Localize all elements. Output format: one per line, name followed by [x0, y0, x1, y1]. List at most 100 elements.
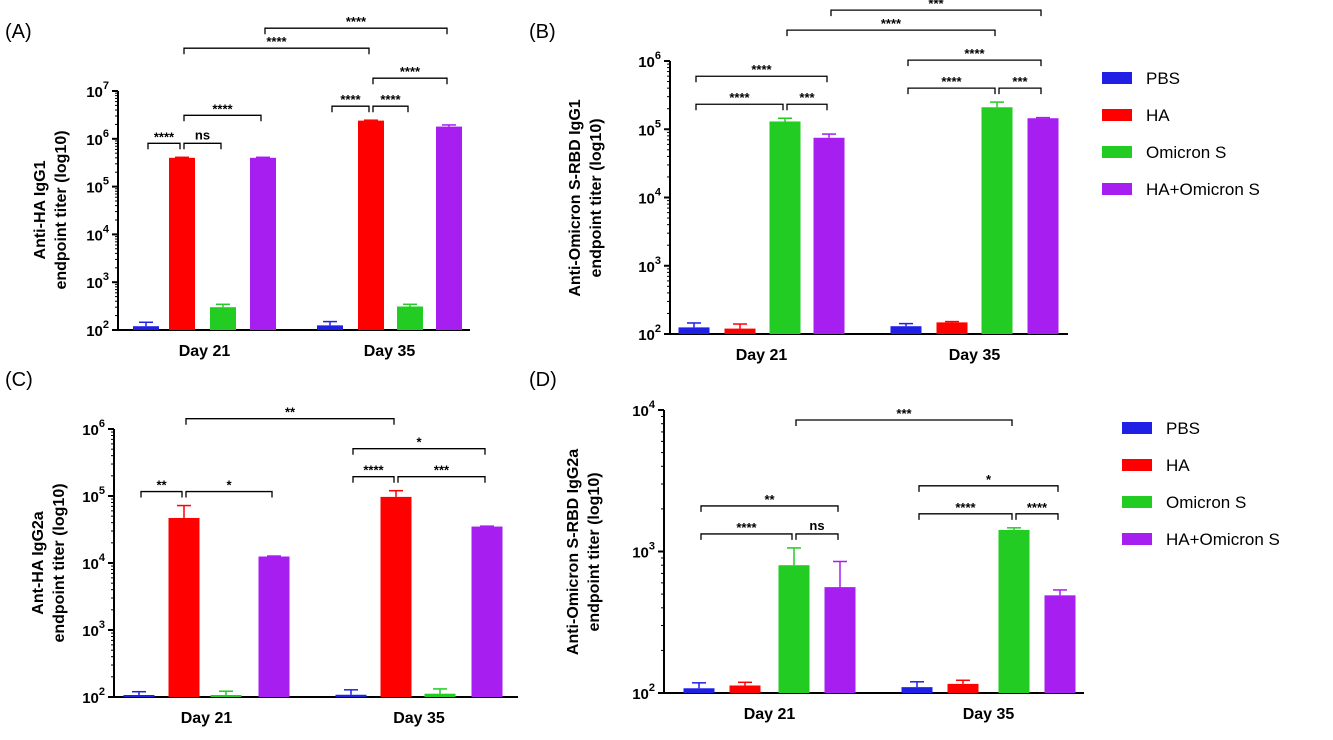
significance-label: **** [346, 14, 367, 29]
y-tick-label: 103 [632, 541, 655, 562]
y-axis-label: Anti-Omicron S-RBD IgG1 endpoint titer (l… [567, 99, 605, 296]
x-category-label: Day 35 [963, 706, 1015, 723]
bar [250, 157, 276, 330]
significance-label: ** [764, 492, 775, 507]
significance-bracket [795, 533, 839, 540]
significance-bracket [372, 105, 409, 113]
legend: PBS HA Omicron S HA+Omicron S [1102, 69, 1260, 199]
significance-label: **** [212, 101, 233, 116]
significance-bracket [907, 87, 996, 95]
significance-bracket [183, 47, 370, 55]
significance-label: **** [941, 74, 962, 89]
bar [380, 496, 412, 697]
bar [358, 120, 384, 330]
legend-label: HA+Omicron S [1146, 180, 1260, 199]
bar [824, 587, 856, 693]
legend-swatch [1122, 422, 1152, 434]
y-axis-label: Anti-HA IgG1 endpoint titer (log10) [32, 130, 70, 289]
significance-bracket [786, 103, 828, 111]
significance-label: *** [928, 0, 944, 11]
significance-label: *** [434, 463, 450, 478]
significance-bracket [786, 29, 996, 37]
bar [210, 307, 236, 330]
significance-bracket [700, 533, 793, 540]
significance-bracket [397, 476, 486, 483]
bar [1027, 118, 1059, 334]
chart-panel: (D) Anti-Omicron S-RBD IgG2a endpoint tite… [529, 369, 1084, 723]
y-tick-label: 104 [86, 223, 110, 244]
significance-label: * [226, 478, 232, 493]
y-tick-label: 104 [632, 399, 656, 420]
significance-bracket [918, 513, 1013, 520]
significance-label: * [986, 472, 992, 487]
chart-panel: (A) Anti-HA IgG1 endpoint titer (log10) 102… [5, 14, 470, 360]
legend-swatch [1102, 109, 1132, 121]
significance-label: **** [363, 463, 384, 478]
x-category-label: Day 21 [179, 343, 231, 360]
x-category-label: Day 21 [736, 347, 788, 364]
bar [1044, 595, 1076, 693]
panel-label: (C) [5, 369, 33, 391]
significance-bracket [183, 142, 222, 150]
legend-label: Omicron S [1166, 493, 1246, 512]
legend-swatch [1102, 146, 1132, 158]
significance-bracket [907, 59, 1042, 67]
legend-label: HA [1166, 456, 1190, 475]
significance-label: **** [266, 34, 287, 49]
bar [890, 326, 922, 334]
y-tick-label: 107 [86, 80, 109, 101]
bar [729, 685, 761, 693]
bar [258, 556, 290, 697]
bar [901, 687, 933, 693]
legend-label: HA [1146, 106, 1170, 125]
significance-label: *** [799, 90, 815, 105]
significance-label: **** [380, 92, 401, 107]
y-tick-label: 104 [82, 552, 106, 573]
bar [936, 322, 968, 334]
significance-bracket [918, 485, 1059, 492]
y-axis-label: Anti-Omicron S-RBD IgG2a endpoint titer (… [565, 449, 603, 655]
significance-bracket [183, 114, 262, 122]
bar [769, 121, 801, 335]
x-category-label: Day 35 [949, 347, 1001, 364]
legend-swatch [1122, 459, 1152, 471]
significance-bracket [185, 490, 273, 498]
y-tick-label: 103 [86, 271, 109, 292]
significance-bracket [998, 87, 1042, 95]
significance-label: **** [729, 90, 750, 105]
significance-bracket [331, 105, 370, 113]
bar [424, 693, 456, 697]
bar [335, 694, 367, 697]
significance-label: * [416, 435, 422, 450]
significance-label: ns [809, 518, 824, 533]
y-tick-label: 103 [638, 255, 661, 276]
y-axis-label: Ant-HA IgG2a endpoint titer (log10) [30, 483, 68, 642]
bar [724, 328, 756, 334]
bar [169, 157, 195, 330]
legend-swatch [1122, 496, 1152, 508]
bar [317, 325, 343, 330]
significance-bracket [140, 490, 183, 498]
x-category-label: Day 21 [181, 710, 233, 727]
bar [981, 107, 1013, 334]
legend-swatch [1102, 72, 1132, 84]
significance-bracket [372, 77, 448, 85]
chart-panel: (C) Ant-HA IgG2a endpoint titer (log10) 102… [5, 369, 518, 727]
y-tick-label: 105 [86, 176, 109, 197]
legend-label: Omicron S [1146, 143, 1226, 162]
significance-bracket [695, 103, 784, 111]
y-tick-label: 105 [638, 118, 661, 139]
significance-label: **** [400, 64, 421, 79]
legend-swatch [1102, 183, 1132, 195]
significance-bracket [185, 418, 395, 425]
significance-bracket [1015, 513, 1059, 520]
significance-label: **** [736, 520, 757, 535]
bar [947, 683, 979, 693]
significance-bracket [695, 75, 828, 83]
x-category-label: Day 21 [744, 706, 796, 723]
significance-label: ** [285, 405, 296, 420]
legend-label: HA+Omicron S [1166, 530, 1280, 549]
significance-label: *** [896, 406, 912, 421]
y-tick-label: 102 [86, 319, 109, 340]
